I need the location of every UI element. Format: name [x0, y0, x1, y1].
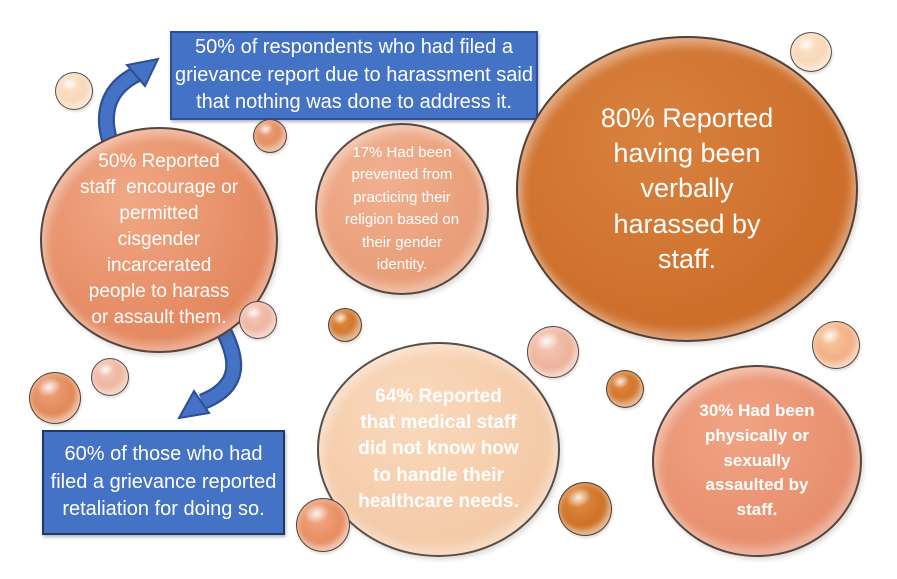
decorative-bubble [558, 482, 612, 536]
bubble-17-text: 17% Had been prevented from practicing t… [344, 143, 460, 274]
decorative-bubble [253, 119, 287, 153]
decorative-bubble [29, 372, 81, 424]
bubble-medical-staff-unprepared: 64% Reported that medical staff did not … [317, 342, 560, 557]
bubble-64-text: 64% Reported that medical staff did not … [358, 386, 519, 512]
decorative-bubble [91, 358, 129, 396]
bubble-verbal-harassment: 80% Reported having been verbally harass… [516, 36, 858, 342]
decorative-bubble [812, 321, 860, 369]
decorative-bubble [328, 308, 362, 342]
bubble-80-text: 80% Reported having been verbally harass… [600, 103, 774, 274]
decorative-bubble [55, 72, 93, 110]
bubble-50-text: 50% Reported staff encourage or permitte… [79, 150, 239, 329]
callout-top-text: 50% of respondents who had filed a griev… [175, 36, 533, 114]
callout-grievance-retaliation: 60% of those who had filed a grievance r… [42, 430, 285, 535]
bubble-physical-sexual-assault: 30% Had been physically or sexually assa… [652, 365, 862, 557]
callout-bottom-text: 60% of those who had filed a grievance r… [50, 443, 277, 521]
decorative-bubble [296, 498, 350, 552]
bubble-30-text: 30% Had been physically or sexually assa… [699, 401, 815, 519]
decorative-bubble [527, 326, 579, 378]
decorative-bubble [239, 301, 277, 339]
callout-grievance-nothing-done: 50% of respondents who had filed a griev… [170, 31, 538, 120]
decorative-bubble [606, 370, 644, 408]
bubble-religion-prevented: 17% Had been prevented from practicing t… [315, 123, 489, 295]
decorative-bubble [790, 32, 832, 72]
bubble-staff-encouraged-harassment: 50% Reported staff encourage or permitte… [40, 127, 278, 353]
